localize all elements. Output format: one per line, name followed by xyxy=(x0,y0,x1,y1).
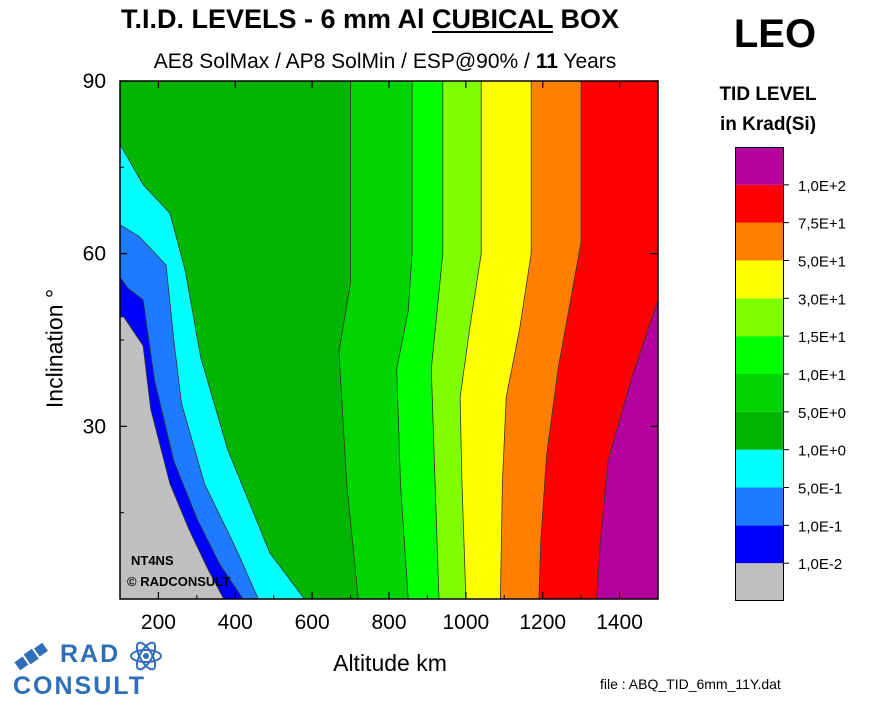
annotation-line2: © RADCONSULT xyxy=(127,574,230,589)
legend-swatch xyxy=(735,147,784,185)
legend-level-label: 1,0E-1 xyxy=(798,518,842,535)
contour-line-1,0E+2 xyxy=(596,299,658,599)
data-file-label: file : ABQ_TID_6mm_11Y.dat xyxy=(600,676,781,692)
legend-title: TID LEVEL in Krad(Si) xyxy=(719,84,817,135)
satellite-icon xyxy=(14,642,48,671)
legend-swatch xyxy=(735,298,784,337)
legend-swatch xyxy=(735,184,784,223)
annotation-line1: NT4NS xyxy=(131,553,174,568)
y-tick-label: 30 xyxy=(83,415,106,438)
contour-line-1,5E+1 xyxy=(430,81,444,599)
chart-subtitle: AE8 SolMax / AP8 SolMin / ESP@90% / 11 Y… xyxy=(153,50,617,73)
contour-line-1,0E-1 xyxy=(120,276,244,599)
chart-title: T.I.D. LEVELS - 6 mm Al CUBICAL BOX xyxy=(120,4,620,34)
contour-line-5,0E+1 xyxy=(500,81,532,599)
legend-swatch xyxy=(735,260,784,299)
contour-line-3,0E+1 xyxy=(459,81,482,599)
contour-line-1,0E+0 xyxy=(120,144,305,599)
legend-level-label: 1,0E+2 xyxy=(798,178,846,195)
contour-line-5,0E-1 xyxy=(120,224,259,599)
x-tick-label: 1200 xyxy=(519,611,566,634)
legend-level-label: 1,0E+1 xyxy=(798,367,846,384)
x-tick-label: 800 xyxy=(371,611,406,634)
legend-swatch xyxy=(735,525,784,564)
legend-level-label: 1,5E+1 xyxy=(798,329,846,346)
x-tick-label: 400 xyxy=(218,611,253,634)
contour-line-5,0E+0 xyxy=(338,81,359,599)
legend-swatch xyxy=(735,487,784,526)
x-tick-label: 1000 xyxy=(442,611,489,634)
atom-icon xyxy=(130,641,162,671)
logo-rad-text: RAD xyxy=(60,640,121,668)
legend-swatch xyxy=(735,563,784,601)
contour-line-1,0E+1 xyxy=(396,81,413,599)
color-legend: 1,0E-2 1,0E-1 5,0E-1 1,0E+0 5,0E+0 1,0E+1 1,5E… xyxy=(735,147,846,601)
legend-level-label: 3,0E+1 xyxy=(798,291,846,308)
legend-swatch xyxy=(735,411,784,450)
legend-level-label: 5,0E+0 xyxy=(798,405,846,422)
legend-swatch xyxy=(735,374,784,412)
logo-consult-text: CONSULT xyxy=(13,672,146,700)
legend-level-label: 5,0E+1 xyxy=(798,254,846,271)
legend-level-label: 5,0E-1 xyxy=(798,481,842,498)
legend-level-label: 1,0E+0 xyxy=(798,443,846,460)
region-above-1,0E+2 xyxy=(596,81,658,599)
contour-line-7,5E+1 xyxy=(538,81,582,599)
x-tick-label: 200 xyxy=(141,611,176,634)
legend-level-label: 1,0E-2 xyxy=(798,556,842,573)
orbit-label: LEO xyxy=(733,12,817,56)
legend-swatch xyxy=(735,336,784,374)
y-tick-label: 60 xyxy=(83,243,106,266)
x-tick-label: 600 xyxy=(295,611,330,634)
y-tick-label: 90 xyxy=(83,70,106,93)
x-axis-label: Altitude km xyxy=(333,650,447,676)
x-tick-label: 1400 xyxy=(596,611,643,634)
legend-swatch xyxy=(735,222,784,261)
legend-swatch xyxy=(735,449,784,488)
contour-line-1,0E-2 xyxy=(120,316,225,599)
legend-level-label: 7,5E+1 xyxy=(798,216,846,233)
